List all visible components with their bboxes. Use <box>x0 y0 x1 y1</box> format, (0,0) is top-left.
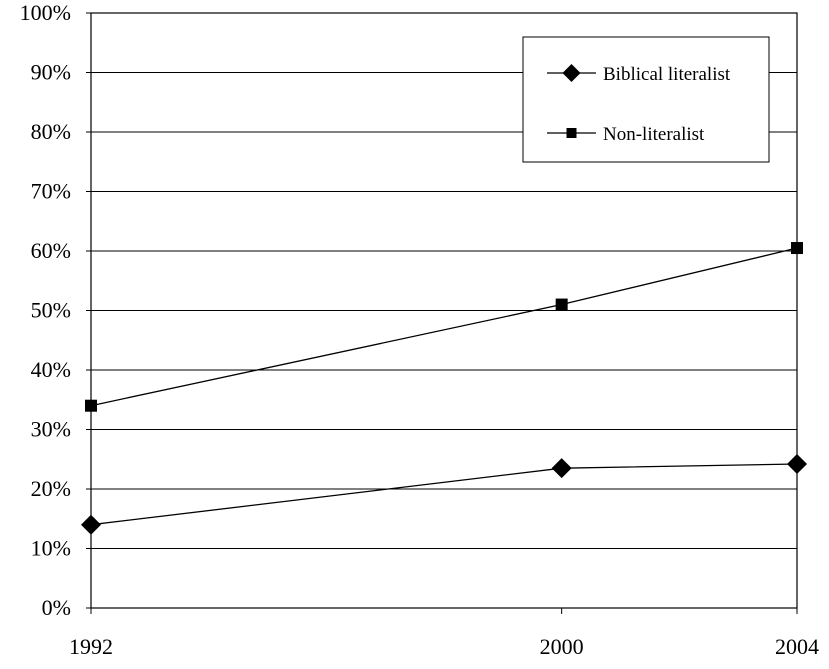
data-point-square <box>555 298 568 311</box>
series-non-literalist <box>85 242 803 412</box>
y-tick-label: 80% <box>31 119 71 144</box>
x-tick-label: 2004 <box>775 634 819 659</box>
y-tick-label: 40% <box>31 357 71 382</box>
x-tick-label: 1992 <box>69 634 113 659</box>
data-point-diamond <box>81 514 101 535</box>
gridlines <box>91 72 797 549</box>
legend-marker-square <box>566 128 577 138</box>
y-tick-label: 90% <box>31 60 71 85</box>
data-point-diamond <box>551 458 572 479</box>
y-tick-label: 50% <box>31 298 71 323</box>
y-tick-label: 70% <box>31 179 71 204</box>
series-biblical-literalist <box>81 454 807 535</box>
data-point-square <box>85 399 97 412</box>
y-tick-label: 20% <box>31 476 71 501</box>
axes: 0% 10% 20% 30% 40% 50% 60% 70% 80% 90% 100% 1992 200… <box>20 0 819 659</box>
legend-marker-diamond <box>562 64 581 82</box>
legend: Biblical literalist Non-literalist <box>522 36 770 163</box>
data-point-diamond <box>787 454 807 475</box>
x-tick-label: 2000 <box>540 634 584 659</box>
y-tick-label: 60% <box>31 238 71 263</box>
y-tick-label: 100% <box>20 0 71 25</box>
legend-label-nonliteralist: Non-literalist <box>603 124 705 145</box>
data-point-square <box>791 242 803 255</box>
y-tick-label: 30% <box>31 417 71 442</box>
legend-box <box>522 36 770 163</box>
y-tick-label: 0% <box>42 595 71 620</box>
series-line <box>90 463 798 526</box>
legend-label-biblical: Biblical literalist <box>603 64 731 85</box>
series-layer <box>81 242 807 535</box>
y-tick-label: 10% <box>31 536 71 561</box>
series-line <box>90 247 798 407</box>
